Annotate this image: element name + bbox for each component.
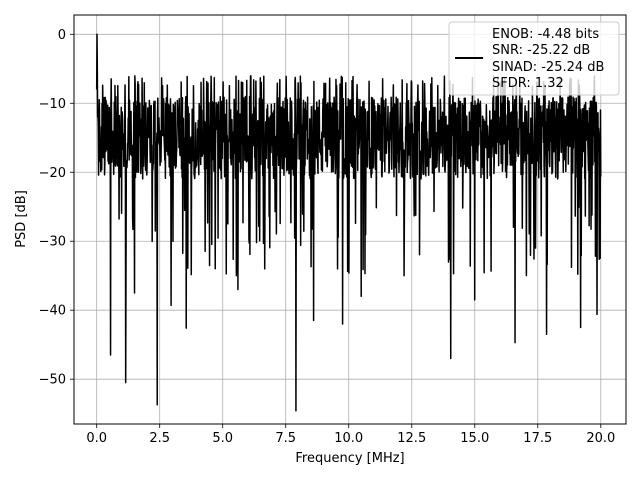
plot-frame <box>73 14 627 425</box>
legend-enob: ENOB: -4.48 bits <box>492 27 599 42</box>
y-tick-label: −30 <box>39 235 66 250</box>
y-tick-label: −20 <box>39 166 66 181</box>
x-tick-label: 20.0 <box>586 431 615 446</box>
psd-series-line <box>95 33 602 412</box>
x-tick-label: 15.0 <box>460 431 489 446</box>
legend-snr: SNR: -25.22 dB <box>492 43 590 58</box>
legend-sinad: SINAD: -25.24 dB <box>492 60 604 75</box>
legend: ENOB: -4.48 bits SNR: -25.22 dB SINAD: -… <box>448 21 620 96</box>
y-tick-label: −50 <box>39 373 66 388</box>
x-tick-label: 5.0 <box>212 431 233 446</box>
series-layer <box>95 33 602 412</box>
x-tick-label: 12.5 <box>397 431 426 446</box>
y-axis-label: PSD [dB] <box>14 190 29 248</box>
x-tick-label: 10.0 <box>334 431 363 446</box>
legend-box <box>448 21 620 96</box>
x-tick-label: 0.0 <box>86 431 107 446</box>
x-axis-label: Frequency [MHz] <box>295 451 404 466</box>
y-tick-label: 0 <box>58 28 66 43</box>
x-tick-label: 17.5 <box>523 431 552 446</box>
y-tick-label: −10 <box>39 97 66 112</box>
y-tick-label: −40 <box>39 304 66 319</box>
x-tick-label: 2.5 <box>149 431 170 446</box>
tick-layer: 0.0 2.5 5.0 7.5 10.0 12.5 15.0 17.5 20.0 0 −10 −20 −… <box>39 28 616 446</box>
legend-sfdr: SFDR: 1.32 <box>492 76 564 91</box>
x-tick-label: 7.5 <box>275 431 296 446</box>
